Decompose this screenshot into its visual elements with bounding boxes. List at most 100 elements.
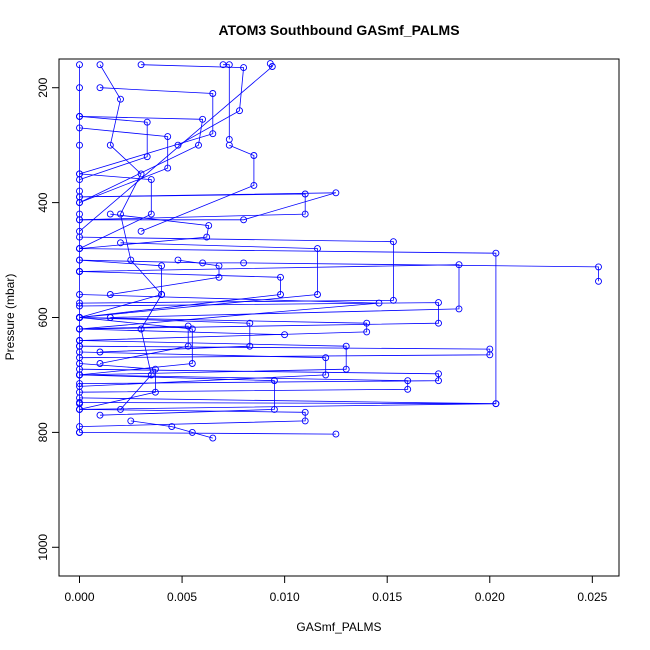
data-point (314, 245, 321, 253)
data-point (76, 227, 83, 235)
data-point (435, 370, 442, 378)
series-profile (76, 60, 276, 235)
data-point (143, 118, 151, 126)
data-point (174, 256, 182, 264)
data-point (209, 434, 217, 442)
data-point (158, 291, 166, 298)
data-point (106, 141, 114, 149)
series-line (79, 340, 347, 376)
data-point (215, 273, 223, 281)
x-tick-label: 0.005 (167, 590, 197, 604)
x-axis-label: GASmf_PALMS (296, 620, 381, 634)
data-point (492, 249, 500, 257)
series-profile (76, 256, 602, 285)
series-layer (76, 60, 602, 442)
series-profile (76, 342, 494, 362)
data-point (188, 360, 196, 367)
data-point (363, 319, 371, 327)
data-point (143, 153, 151, 161)
data-point (147, 371, 155, 379)
chart-title: ATOM3 Southbound GASmf_PALMS (218, 22, 459, 38)
data-point (240, 259, 248, 267)
series-line (99, 64, 163, 410)
data-point (486, 351, 494, 359)
data-point (246, 342, 254, 350)
series-line (223, 64, 230, 140)
data-point (76, 337, 83, 344)
data-point (322, 354, 330, 362)
data-point (117, 95, 124, 103)
data-point (240, 216, 248, 224)
data-point (76, 299, 83, 307)
series-line (110, 259, 220, 295)
y-axis: 200 400 600 800 1000 (36, 77, 60, 561)
series-line (79, 271, 281, 318)
data-point (76, 405, 83, 413)
y-tick-label: 400 (36, 192, 50, 212)
series-line (79, 325, 189, 364)
series-line (79, 127, 169, 203)
data-point (188, 428, 196, 436)
data-point (301, 190, 309, 198)
series-line (130, 420, 213, 439)
data-point (250, 181, 258, 189)
data-point (137, 61, 145, 69)
series-line (141, 64, 245, 146)
series-profile (76, 189, 340, 224)
y-tick-label: 1000 (36, 534, 50, 561)
data-point (209, 130, 217, 138)
series-profile (219, 61, 233, 143)
series-line (79, 242, 318, 318)
data-point (147, 176, 155, 184)
data-point (76, 124, 83, 132)
data-point (246, 319, 254, 327)
data-point (117, 239, 124, 247)
data-point (225, 61, 233, 69)
data-point (225, 141, 233, 149)
data-point (76, 380, 83, 388)
series-line (79, 63, 273, 232)
data-point (76, 423, 83, 431)
data-point (76, 302, 83, 310)
data-point (277, 273, 284, 281)
y-axis-label: Pressure (mbar) (3, 274, 17, 361)
y-tick-label: 600 (36, 307, 50, 327)
series-profile (127, 417, 217, 442)
series-profile (76, 190, 309, 224)
data-point (250, 152, 258, 159)
series-profile (76, 299, 442, 333)
data-point (137, 227, 145, 235)
series-line (79, 236, 394, 304)
data-point (435, 319, 442, 327)
series-line (79, 116, 148, 180)
data-point (404, 377, 412, 385)
series-profile (96, 61, 166, 413)
series-profile (76, 322, 192, 367)
series-line (79, 345, 491, 359)
data-point (375, 299, 383, 307)
data-point (96, 360, 104, 367)
series-line (79, 409, 306, 427)
series-profile (137, 61, 248, 149)
data-point (342, 365, 350, 373)
data-point (96, 348, 104, 356)
data-point (76, 314, 83, 321)
data-point (215, 262, 223, 270)
data-point (595, 263, 602, 271)
data-point (76, 371, 83, 379)
series-line (79, 248, 497, 410)
data-point (96, 61, 104, 69)
data-point (455, 305, 463, 313)
data-point (342, 342, 350, 350)
data-point (76, 399, 83, 406)
data-point (76, 394, 83, 402)
series-line (79, 363, 156, 410)
series-line (79, 351, 327, 387)
data-point (435, 299, 442, 307)
data-point (76, 199, 83, 207)
data-point (76, 84, 83, 92)
series-line (79, 374, 409, 393)
data-point (76, 141, 83, 149)
data-point (203, 233, 211, 241)
data-point (301, 210, 309, 218)
